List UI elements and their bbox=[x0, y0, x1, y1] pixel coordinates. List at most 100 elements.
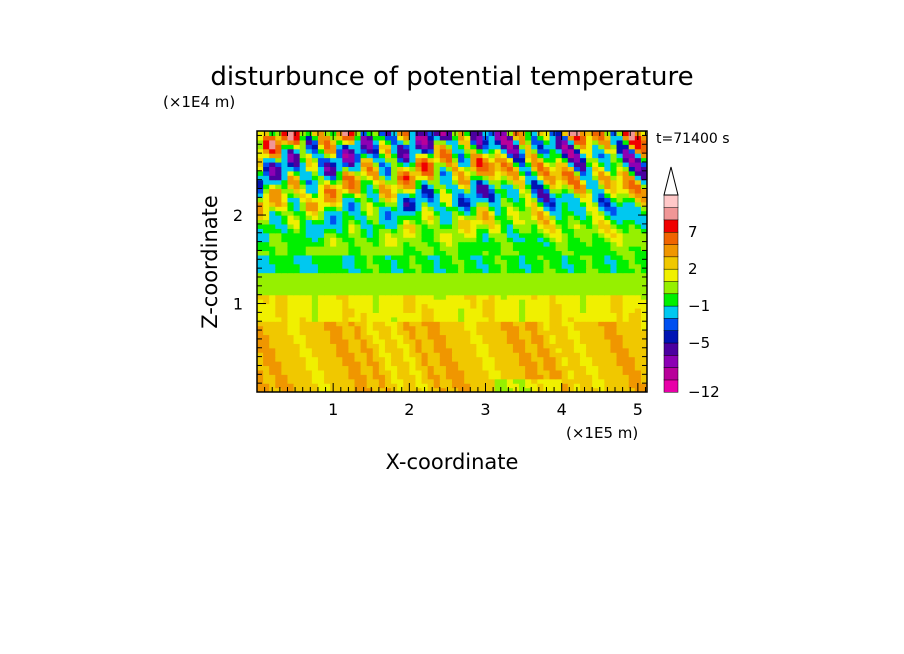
heatmap-cell bbox=[366, 343, 374, 349]
heatmap-cell bbox=[336, 135, 343, 141]
heatmap-cell bbox=[348, 378, 356, 384]
heatmap-cell bbox=[494, 276, 502, 282]
heatmap-cell bbox=[366, 139, 374, 145]
heatmap-cell bbox=[592, 188, 599, 194]
heatmap-cell bbox=[488, 276, 496, 282]
heatmap-cell bbox=[257, 334, 264, 340]
heatmap-cell bbox=[360, 166, 368, 172]
heatmap-cell bbox=[519, 175, 526, 181]
heatmap-cell bbox=[616, 299, 624, 305]
heatmap-cell bbox=[317, 352, 325, 358]
heatmap-cell bbox=[555, 356, 563, 362]
heatmap-cell bbox=[458, 131, 465, 137]
heatmap-cell bbox=[598, 369, 605, 375]
heatmap-cell bbox=[305, 334, 313, 340]
heatmap-cell bbox=[391, 307, 398, 313]
heatmap-cell bbox=[634, 316, 642, 322]
heatmap-cell bbox=[281, 325, 289, 331]
heatmap-cell bbox=[628, 285, 636, 291]
heatmap-cell bbox=[610, 369, 618, 375]
heatmap-cell bbox=[452, 290, 459, 296]
heatmap-cell bbox=[604, 175, 612, 181]
heatmap-cell bbox=[519, 334, 526, 340]
heatmap-cell bbox=[269, 241, 276, 247]
heatmap-cell bbox=[543, 285, 551, 291]
heatmap-cell bbox=[360, 285, 368, 291]
heatmap-cell bbox=[500, 170, 508, 176]
heatmap-cell bbox=[610, 170, 618, 176]
heatmap-cell bbox=[476, 272, 484, 278]
heatmap-cell bbox=[573, 281, 581, 287]
heatmap-cell bbox=[366, 232, 374, 238]
heatmap-cell bbox=[378, 157, 386, 163]
heatmap-cell bbox=[421, 259, 429, 265]
heatmap-cell bbox=[439, 312, 447, 318]
heatmap-cell bbox=[512, 232, 520, 238]
heatmap-cell bbox=[458, 307, 465, 313]
heatmap-cell bbox=[287, 334, 295, 340]
heatmap-cell bbox=[482, 374, 490, 380]
heatmap-cell bbox=[439, 316, 447, 322]
heatmap-cell bbox=[531, 179, 538, 185]
heatmap-cell bbox=[317, 276, 325, 282]
heatmap-cell bbox=[281, 161, 289, 167]
heatmap-cell bbox=[275, 184, 282, 190]
heatmap-cell bbox=[366, 290, 374, 296]
heatmap-cell bbox=[622, 223, 630, 229]
heatmap-cell bbox=[427, 281, 435, 287]
heatmap-cell bbox=[324, 184, 331, 190]
heatmap-cell bbox=[263, 307, 270, 313]
heatmap-cell bbox=[579, 161, 587, 167]
heatmap-cell bbox=[409, 321, 417, 327]
heatmap-cell bbox=[482, 215, 490, 221]
heatmap-cell bbox=[622, 188, 630, 194]
heatmap-cell bbox=[317, 268, 325, 274]
heatmap-cell bbox=[610, 356, 618, 362]
heatmap-cell bbox=[287, 299, 295, 305]
heatmap-cell bbox=[409, 131, 417, 137]
heatmap-cell bbox=[604, 361, 612, 367]
heatmap-cell bbox=[458, 179, 465, 185]
heatmap-cell bbox=[360, 312, 368, 318]
heatmap-cell bbox=[317, 321, 325, 327]
heatmap-cell bbox=[354, 378, 362, 384]
heatmap-cell bbox=[555, 294, 563, 300]
heatmap-cell bbox=[403, 347, 410, 353]
heatmap-cell bbox=[500, 347, 508, 353]
heatmap-cell bbox=[366, 237, 374, 243]
heatmap-cell bbox=[458, 166, 465, 172]
heatmap-cell bbox=[586, 192, 593, 198]
heatmap-cell bbox=[445, 303, 453, 309]
heatmap-cell bbox=[586, 206, 593, 212]
heatmap-cell bbox=[598, 383, 605, 389]
heatmap-cell bbox=[281, 361, 289, 367]
heatmap-cell bbox=[598, 347, 605, 353]
heatmap-cell bbox=[555, 303, 563, 309]
heatmap-cell bbox=[336, 352, 343, 358]
heatmap-cell bbox=[409, 206, 417, 212]
heatmap-cell bbox=[305, 131, 313, 137]
heatmap-cell bbox=[348, 184, 356, 190]
heatmap-cell bbox=[439, 387, 447, 392]
heatmap-cell bbox=[305, 219, 313, 225]
heatmap-cell bbox=[598, 352, 605, 358]
heatmap-cell bbox=[403, 219, 410, 225]
heatmap-cell bbox=[537, 299, 544, 305]
heatmap-cell bbox=[561, 228, 569, 234]
heatmap-cell bbox=[549, 312, 557, 318]
heatmap-cell bbox=[640, 228, 647, 234]
heatmap-cell bbox=[263, 356, 270, 362]
heatmap-cell bbox=[287, 206, 295, 212]
heatmap-cell bbox=[366, 285, 374, 291]
heatmap-cell bbox=[598, 144, 605, 150]
heatmap-cell bbox=[488, 334, 496, 340]
heatmap-cell bbox=[604, 276, 612, 282]
heatmap-cell bbox=[488, 272, 496, 278]
heatmap-cell bbox=[336, 365, 343, 371]
heatmap-cell bbox=[281, 192, 289, 198]
heatmap-cell bbox=[378, 290, 386, 296]
heatmap-cell bbox=[305, 369, 313, 375]
heatmap-cell bbox=[543, 201, 551, 207]
heatmap-cell bbox=[482, 321, 490, 327]
heatmap-cell bbox=[409, 312, 417, 318]
